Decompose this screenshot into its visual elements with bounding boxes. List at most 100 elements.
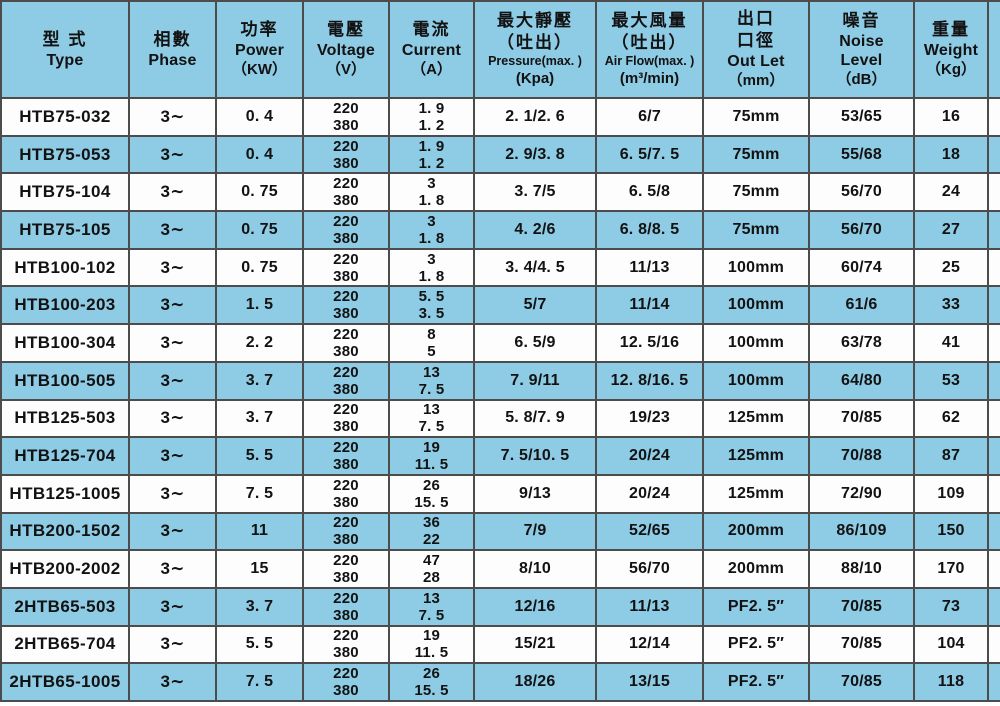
cell-power: 5. 5: [215, 436, 304, 476]
stacked-values: 1. 9 1. 2: [391, 99, 472, 134]
cell-airflow: 20/24: [595, 436, 704, 476]
stacked-value-line: 11. 5: [414, 644, 449, 662]
cell-type: HTB75-032: [0, 97, 130, 137]
cell-pressure: 5/7: [473, 285, 597, 326]
cell-pressure: 5. 8/7. 9: [473, 398, 597, 439]
cell-current: 36 22: [388, 511, 475, 552]
stacked-values: 220 380: [305, 326, 387, 360]
cell-pressure: 7. 9/11: [473, 360, 597, 401]
stacked-value-line: 380: [333, 154, 359, 172]
stacked-values: 1. 9 1. 2: [391, 138, 472, 172]
cell-airflow: 20/24: [595, 473, 704, 514]
col-header-voltage: 電壓 Voltage （V）: [302, 0, 390, 99]
cell-noise: 55/68: [808, 134, 915, 175]
header-line: （A）: [411, 61, 452, 78]
stacked-value-line: 380: [333, 305, 359, 323]
stacked-value-line: 13: [422, 589, 441, 607]
cell-outlet: 75mm: [702, 172, 810, 213]
cell-outlet: 75mm: [702, 134, 810, 175]
header-line: Weight: [923, 42, 979, 59]
row-edge-cell: [987, 586, 1000, 627]
stacked-value-line: 220: [333, 363, 359, 381]
header-line: 噪音: [842, 10, 881, 30]
cell-outlet: PF2. 5″: [702, 624, 810, 665]
stacked-values: 5. 5 3. 5: [391, 288, 472, 322]
stacked-value-line: 7. 5: [418, 380, 445, 398]
cell-pressure: 4. 2/6: [473, 210, 597, 250]
cell-pressure: 7/9: [473, 511, 597, 552]
stacked-value-line: 380: [333, 418, 359, 436]
cell-outlet: 100mm: [702, 360, 810, 401]
stacked-value-line: 8: [427, 325, 436, 343]
table-row: 2HTB65-503 3∼ 3. 7 220 380 13 7. 5 12/16 11/13 PF…: [0, 586, 1000, 627]
header-line: Current: [401, 42, 462, 59]
stacked-value-line: 380: [333, 493, 359, 511]
cell-airflow: 12/14: [595, 624, 704, 665]
table-row: HTB125-1005 3∼ 7. 5 220 380 26 15. 5 9/13 20/24 1…: [0, 473, 1000, 514]
header-line: 口徑: [737, 31, 775, 50]
stacked-value-line: 220: [333, 288, 359, 306]
stacked-value-line: 380: [333, 606, 359, 624]
cell-airflow: 11/13: [595, 586, 704, 627]
table-row: HTB75-105 3∼ 0. 75 220 380 3 1. 8 4. 2/6 6. 8/8.…: [0, 210, 1000, 250]
stacked-value-line: 7. 5: [418, 418, 445, 436]
stacked-value-line: 47: [422, 552, 441, 570]
header-line: Air Flow(max. ): [604, 54, 695, 68]
cell-phase: 3∼: [128, 172, 217, 213]
cell-type: 2HTB65-1005: [0, 662, 130, 702]
cell-outlet: 75mm: [702, 210, 810, 250]
cell-noise: 70/88: [808, 436, 915, 476]
cell-outlet: 75mm: [702, 97, 810, 137]
cell-type: HTB125-1005: [0, 473, 130, 514]
cell-pressure: 2. 1/2. 6: [473, 97, 597, 137]
cell-current: 1. 9 1. 2: [388, 134, 475, 175]
cell-phase: 3∼: [128, 624, 217, 665]
cell-airflow: 6/7: [595, 97, 704, 137]
stacked-value-line: 22: [422, 531, 441, 549]
cell-phase: 3∼: [128, 473, 217, 514]
stacked-value-line: 220: [333, 665, 359, 683]
stacked-values: 13 7. 5: [391, 401, 472, 436]
header-line: (m³/min): [619, 70, 680, 87]
stacked-value-line: 36: [422, 514, 441, 532]
stacked-value-line: 7. 5: [418, 606, 445, 624]
stacked-value-line: 11. 5: [414, 456, 449, 474]
cell-outlet: PF2. 5″: [702, 662, 810, 702]
stacked-value-line: 13: [422, 363, 441, 381]
stacked-value-line: 3: [427, 212, 436, 230]
stacked-value-line: 3: [427, 250, 436, 268]
cell-weight: 62: [913, 398, 989, 439]
stacked-value-line: 380: [333, 380, 359, 398]
cell-airflow: 12. 8/16. 5: [595, 360, 704, 401]
cell-type: HTB75-105: [0, 210, 130, 250]
stacked-value-line: 26: [422, 665, 441, 683]
cell-phase: 3∼: [128, 247, 217, 288]
cell-pressure: 6. 5/9: [473, 323, 597, 363]
stacked-value-line: 380: [333, 569, 359, 587]
stacked-value-line: 1. 9: [418, 99, 445, 117]
cell-airflow: 6. 8/8. 5: [595, 210, 704, 250]
col-header-type: 型 式 Type: [0, 0, 130, 99]
row-edge-cell: [987, 511, 1000, 552]
cell-voltage: 220 380: [302, 360, 390, 401]
header-line: Voltage: [316, 42, 375, 59]
cell-weight: 53: [913, 360, 989, 401]
cell-voltage: 220 380: [302, 210, 390, 250]
cell-phase: 3∼: [128, 586, 217, 627]
table-row: HTB100-304 3∼ 2. 2 220 380 8 5 6. 5/9 12. 5/16 10…: [0, 323, 1000, 363]
cell-current: 3 1. 8: [388, 210, 475, 250]
cell-voltage: 220 380: [302, 473, 390, 514]
cell-weight: 16: [913, 97, 989, 137]
col-header-weight: 重量 Weight （Kg）: [913, 0, 989, 99]
cell-noise: 63/78: [808, 323, 915, 363]
header-line: (Kpa): [515, 70, 555, 87]
header-line: Phase: [148, 52, 197, 69]
row-edge-cell: [987, 624, 1000, 665]
stacked-value-line: 13: [422, 401, 441, 419]
stacked-value-line: 220: [333, 552, 359, 570]
stacked-values: 220 380: [305, 401, 387, 436]
header-line: （KW）: [232, 61, 287, 78]
header-line: Noise: [839, 32, 884, 50]
cell-pressure: 7. 5/10. 5: [473, 436, 597, 476]
